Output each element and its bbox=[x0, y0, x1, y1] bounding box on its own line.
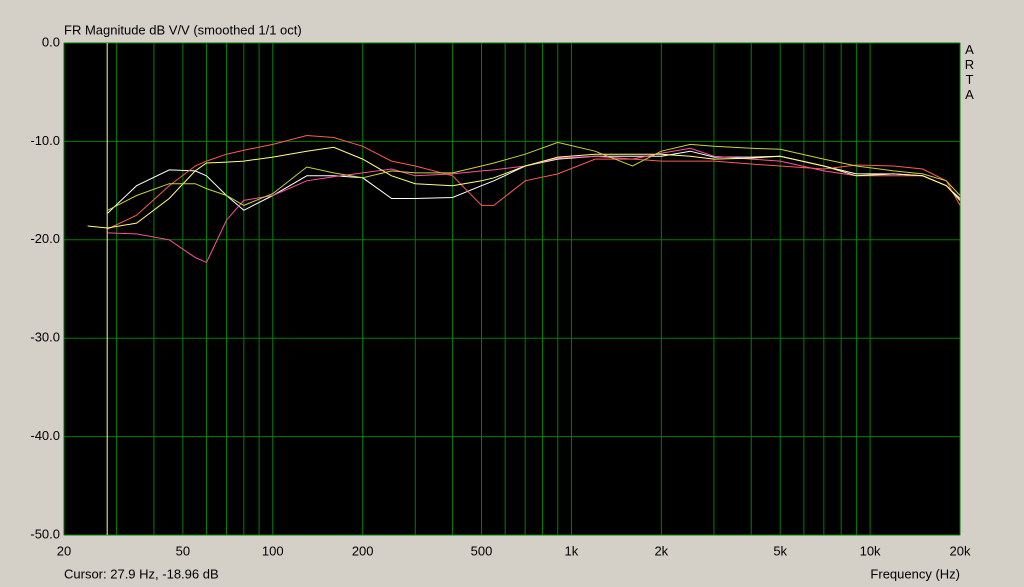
y-tick-label: -50.0 bbox=[30, 526, 60, 541]
x-tick-label: 100 bbox=[262, 543, 284, 558]
series-line bbox=[107, 134, 961, 230]
x-tick-label: 500 bbox=[471, 543, 493, 558]
x-tick-label: 1k bbox=[565, 543, 579, 558]
x-tick-label: 20 bbox=[57, 543, 71, 558]
y-tick-label: -40.0 bbox=[30, 428, 60, 443]
x-tick-label: 10k bbox=[860, 543, 881, 558]
x-axis-label: Frequency (Hz) bbox=[870, 566, 960, 581]
watermark: ARTA bbox=[962, 42, 977, 102]
chart-title: FR Magnitude dB V/V (smoothed 1/1 oct) bbox=[64, 22, 302, 37]
x-tick-label: 5k bbox=[773, 543, 787, 558]
series-line bbox=[107, 147, 961, 264]
y-tick-label: -20.0 bbox=[30, 231, 60, 246]
y-tick-label: -30.0 bbox=[30, 330, 60, 345]
plot-area bbox=[63, 42, 961, 536]
y-tick-label: 0.0 bbox=[42, 34, 60, 49]
x-tick-label: 200 bbox=[352, 543, 374, 558]
x-tick-label: 50 bbox=[176, 543, 190, 558]
series-line bbox=[87, 146, 961, 229]
series-line bbox=[107, 141, 961, 211]
x-tick-label: 20k bbox=[950, 543, 971, 558]
y-tick-label: -10.0 bbox=[30, 133, 60, 148]
x-tick-label: 2k bbox=[654, 543, 668, 558]
cursor-readout: Cursor: 27.9 Hz, -18.96 dB bbox=[64, 566, 219, 581]
